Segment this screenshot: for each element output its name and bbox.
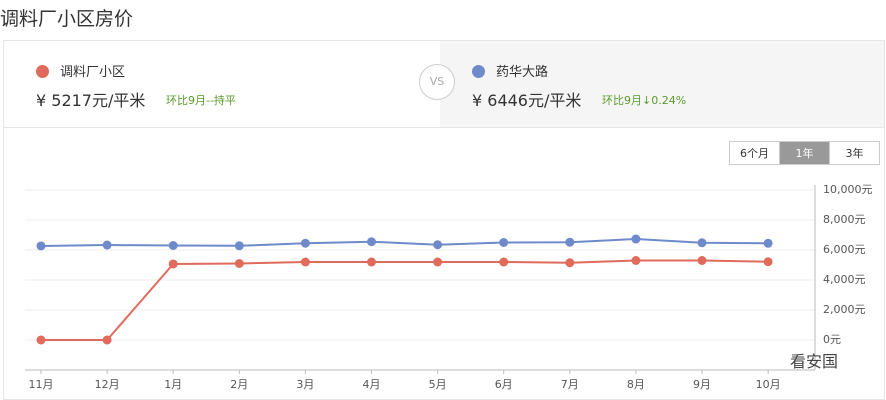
point xyxy=(300,238,310,248)
y-tick-label: 0元 xyxy=(823,333,841,346)
x-tick-label: 5月 xyxy=(429,378,447,391)
x-tick-label: 7月 xyxy=(561,378,579,391)
range-button[interactable]: 6个月 xyxy=(729,141,780,165)
point xyxy=(168,259,178,269)
point xyxy=(697,256,707,265)
y-tick-label: 6,000元 xyxy=(823,243,866,256)
legend-name: 调料厂小区 xyxy=(60,65,126,80)
x-tick-label: 6月 xyxy=(495,378,513,391)
point xyxy=(697,238,707,248)
series-line xyxy=(41,259,769,341)
change: 环比9月↓0.24% xyxy=(602,94,687,107)
point xyxy=(565,258,575,268)
point xyxy=(631,234,641,244)
point xyxy=(763,257,773,267)
range-button[interactable]: 1年 xyxy=(779,141,830,165)
point xyxy=(36,335,46,345)
point xyxy=(631,256,641,265)
legend-dot xyxy=(472,65,485,78)
point xyxy=(433,257,443,267)
price: ¥ 5217元/平米 xyxy=(36,91,146,110)
point xyxy=(234,241,244,251)
point xyxy=(763,238,773,248)
point xyxy=(367,257,376,267)
range-button[interactable]: 3年 xyxy=(829,141,880,165)
y-tick-label: 2,000元 xyxy=(823,303,866,316)
point xyxy=(234,259,244,268)
x-tick-label: 2月 xyxy=(230,378,248,391)
point xyxy=(168,241,178,250)
point xyxy=(300,257,310,267)
price: ¥ 6446元/平米 xyxy=(472,91,582,110)
x-tick-label: 11月 xyxy=(29,378,54,391)
point xyxy=(36,241,46,251)
point xyxy=(433,240,443,250)
card: 药华大路 ¥ 6446元/平米 环比9月↓0.24% xyxy=(440,41,884,128)
legend-dot xyxy=(36,65,49,78)
y-tick-label: 4,000元 xyxy=(823,273,866,286)
point xyxy=(102,240,112,250)
x-tick-label: 8月 xyxy=(627,378,645,391)
legend-name: 药华大路 xyxy=(496,65,549,80)
point xyxy=(102,335,112,345)
point xyxy=(499,238,509,247)
x-tick-label: 10月 xyxy=(756,378,781,391)
x-tick-label: 4月 xyxy=(363,378,381,391)
x-tick-label: 12月 xyxy=(95,378,120,391)
x-tick-label: 9月 xyxy=(693,378,711,391)
card: 调料厂小区 ¥ 5217元/平米 环比9月--持平 xyxy=(4,41,440,128)
change: 环比9月--持平 xyxy=(166,94,236,107)
point xyxy=(499,257,509,267)
watermark: 看安国 xyxy=(790,352,839,371)
point xyxy=(565,237,575,247)
y-tick-label: 10,000元 xyxy=(823,183,873,196)
y-tick-label: 8,000元 xyxy=(823,213,866,226)
point xyxy=(367,237,376,247)
vs-badge: VS xyxy=(419,64,455,100)
series-line xyxy=(40,238,769,247)
page-title: 调料厂小区房价 xyxy=(0,8,134,30)
x-tick-label: 1月 xyxy=(164,378,182,391)
range-buttons: 6个月 1年 3年 xyxy=(729,141,880,165)
x-tick-label: 3月 xyxy=(296,378,314,391)
